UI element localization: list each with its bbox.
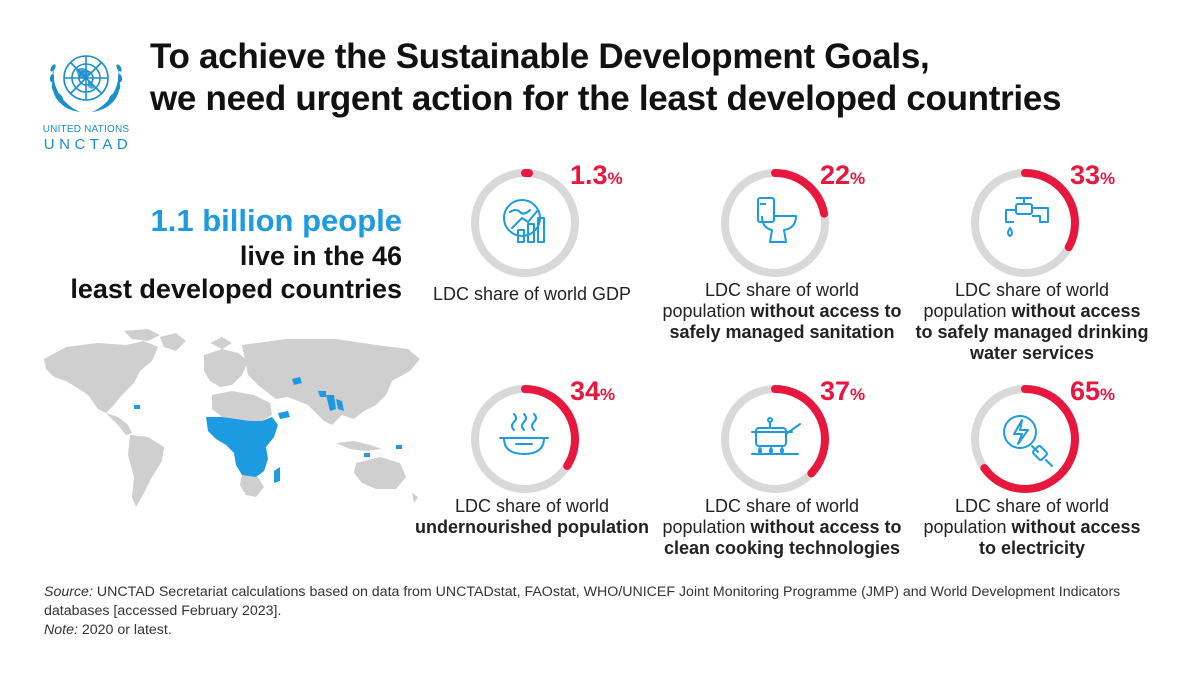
gauge-fill <box>971 385 1079 493</box>
un-emblem-icon <box>49 55 123 112</box>
gauge-ring <box>721 385 829 493</box>
population-highlight: 1.1 billion people <box>150 203 402 238</box>
metric-label-part: to safely managed drinking <box>915 322 1149 342</box>
metric-label-part: population <box>662 301 751 321</box>
note-label: Note: <box>44 622 78 638</box>
gauge <box>402 376 662 493</box>
gauge-fill <box>971 169 1079 277</box>
metric-label: LDC share of world population without acc… <box>652 496 912 559</box>
logo-unctad-text: UNCTAD <box>43 136 133 153</box>
metric-value: 22% <box>820 160 865 191</box>
gauge-fill <box>721 385 829 493</box>
metric-label: LDC share of world population without acc… <box>902 496 1162 559</box>
gauge-fill <box>471 385 579 493</box>
metric-label-part: population <box>923 517 1012 537</box>
metric-value: 34% <box>570 376 615 407</box>
food-bowl-icon <box>499 413 549 455</box>
population-stat-line-2: live in the 46 <box>239 241 402 271</box>
metric-label-part: LDC share of world GDP <box>432 284 632 304</box>
gdp-growth-chart-icon <box>503 199 545 243</box>
page-title-line-1: To achieve the Sustainable Development G… <box>150 37 930 76</box>
metric-label-part: undernourished population <box>415 517 649 537</box>
gauge <box>402 160 662 277</box>
metric-value: 65% <box>1070 376 1115 407</box>
gauge <box>902 160 1162 277</box>
metric-value-number: 34 <box>570 376 601 406</box>
metric-label-part: LDC share of world <box>454 496 610 516</box>
metric-label-part: water services <box>969 343 1095 363</box>
metric-label-part: clean cooking technologies <box>663 538 901 558</box>
source-text: UNCTAD Secretariat calculations based on… <box>44 584 1121 619</box>
metric-label-part: LDC share of world <box>954 496 1110 516</box>
source-label: Source: <box>44 584 93 600</box>
water-tap-icon <box>1005 197 1049 238</box>
page-title: To achieve the Sustainable Development G… <box>150 36 1180 120</box>
metric-label: LDC share of world population without acc… <box>902 280 1162 364</box>
metric-label-part: to electricity <box>978 538 1086 558</box>
metric-value-unit: % <box>1100 169 1116 188</box>
metric-label-part: without access to <box>750 517 902 537</box>
metric-value-number: 22 <box>820 160 851 190</box>
world-map-icon <box>44 329 420 507</box>
population-stat-line-3: least developed countries <box>70 274 402 304</box>
metric-value: 33% <box>1070 160 1115 191</box>
metric-value-unit: % <box>1100 385 1116 404</box>
gauge-ring <box>971 169 1079 277</box>
metric-label-part: LDC share of world <box>704 496 860 516</box>
metric-label: LDC share of world GDP <box>402 284 662 305</box>
metric-label-part: population <box>662 517 751 537</box>
metric-label: LDC share of world population without acc… <box>652 280 912 343</box>
gauge-fill <box>471 169 579 277</box>
unctad-logo: UNITED NATIONS UNCTAD <box>38 40 134 153</box>
metric-value-number: 65 <box>1070 376 1101 406</box>
metric-value: 37% <box>820 376 865 407</box>
gauge-fill <box>721 169 829 277</box>
metric-label-part: without access <box>1011 301 1141 321</box>
metric-label-part: LDC share of world <box>954 280 1110 300</box>
note-text: 2020 or latest. <box>77 622 172 638</box>
gauge-ring <box>971 385 1079 493</box>
metric-label-part: safely managed sanitation <box>669 322 895 342</box>
cooking-stove-icon <box>751 417 801 455</box>
metric-label-part: LDC share of world <box>704 280 860 300</box>
source-note: Source: UNCTAD Secretariat calculations … <box>44 583 1174 640</box>
metric-value-number: 33 <box>1070 160 1101 190</box>
electricity-plug-icon <box>1003 415 1053 467</box>
gauge <box>652 160 912 277</box>
gauge <box>902 376 1162 493</box>
metric-value-unit: % <box>850 385 866 404</box>
metric-label-part: population <box>923 301 1012 321</box>
population-stat: 1.1 billion people live in the 46 least … <box>70 202 402 306</box>
metric-value-unit: % <box>850 169 866 188</box>
gauge <box>652 376 912 493</box>
metric-value: 1.3% <box>570 160 623 191</box>
page-title-line-2: we need urgent action for the least deve… <box>150 79 1062 118</box>
metric-value-number: 1.3 <box>570 160 608 190</box>
gauge-ring <box>721 169 829 277</box>
metric-label-part: without access <box>1011 517 1141 537</box>
metric-value-unit: % <box>600 385 616 404</box>
metric-value-number: 37 <box>820 376 851 406</box>
gauge-ring <box>471 385 579 493</box>
logo-united-nations-text: UNITED NATIONS <box>42 124 130 135</box>
metric-label-part: without access to <box>750 301 902 321</box>
toilet-icon <box>757 197 797 243</box>
gauge-ring <box>471 169 579 277</box>
metric-label: LDC share of world undernourished populat… <box>402 496 662 538</box>
metric-value-unit: % <box>607 169 623 188</box>
